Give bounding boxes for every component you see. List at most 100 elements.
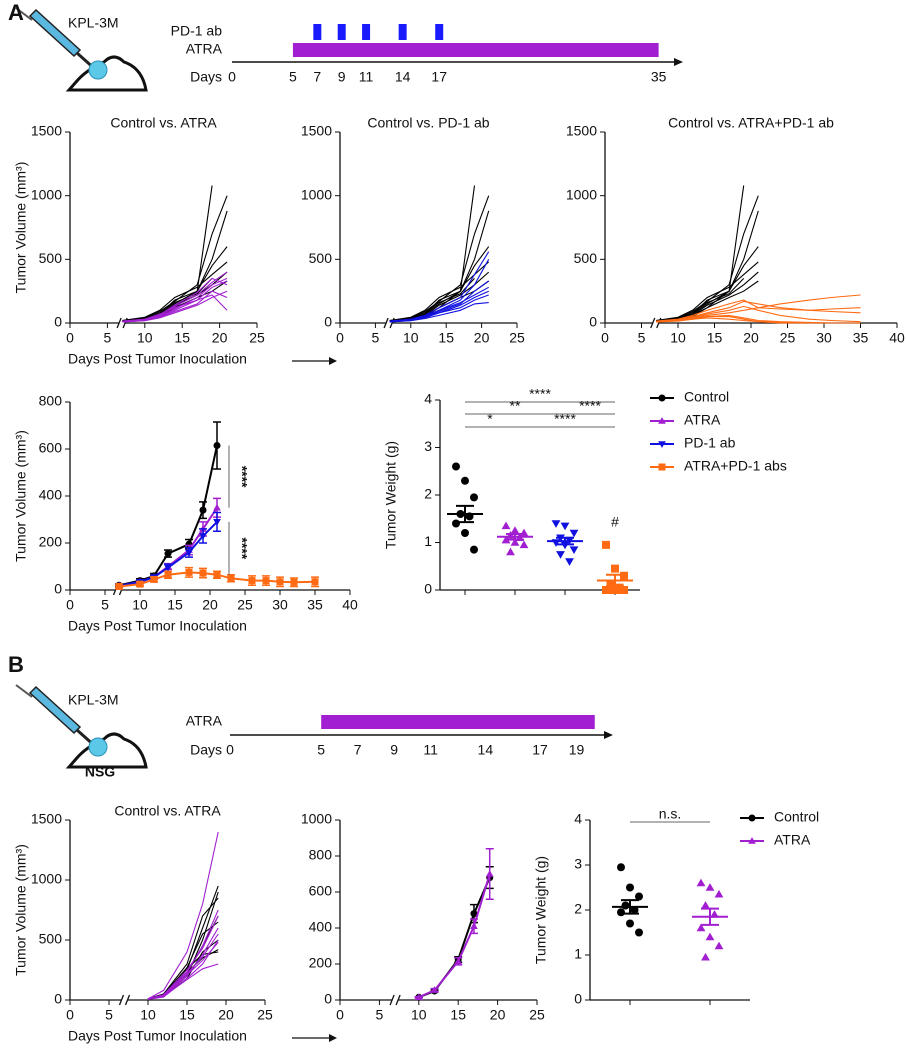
legend-label: ATRA [774, 832, 811, 848]
marker [701, 901, 710, 909]
axis-break [650, 317, 656, 329]
marker [611, 586, 619, 594]
marker [501, 521, 511, 530]
marker [430, 986, 439, 993]
y-tick-label: 500 [574, 250, 598, 266]
x-tick-label: 5 [317, 742, 325, 758]
marker [658, 394, 666, 402]
x-tick-label: 25 [509, 330, 525, 346]
marker [615, 586, 624, 594]
legend-label: Control [684, 389, 729, 405]
x-tick-label: 10 [411, 1007, 427, 1023]
arrow-head [604, 731, 613, 739]
row-label: PD-1 ab [171, 23, 223, 39]
marker [470, 910, 478, 918]
series-line [147, 963, 219, 1000]
y-tick-label: 600 [39, 440, 63, 456]
model-label: KPL-3M [68, 692, 119, 708]
sem-bar [621, 899, 639, 915]
x-tick-label: 10 [670, 330, 686, 346]
x-tick-label: 5 [105, 1007, 113, 1023]
marker [626, 883, 634, 892]
tumor [88, 60, 108, 80]
x-tick-label: 7 [354, 742, 362, 758]
series-line [122, 290, 228, 323]
y-tick-label: 4 [424, 391, 432, 407]
row-label: ATRA [186, 41, 223, 57]
series-line [656, 278, 745, 322]
x-axis-label: Days Post Tumor Inoculation [68, 1028, 247, 1044]
series-line [418, 873, 491, 999]
x-tick-label: 40 [342, 597, 358, 613]
series-line [656, 261, 759, 322]
series-line [122, 278, 213, 322]
y-tick-label: 800 [39, 393, 63, 409]
x-tick-label: 15 [167, 597, 183, 613]
marker [714, 941, 724, 950]
x-tick-label: 30 [816, 330, 832, 346]
marker [311, 578, 319, 586]
x-tick-label: 35 [307, 597, 323, 613]
x-tick-label: 10 [132, 597, 148, 613]
marker [560, 522, 570, 531]
marker [414, 993, 423, 1001]
x-tick-label: 40 [889, 330, 905, 346]
needle [15, 684, 33, 698]
y-tick-label: 400 [309, 919, 333, 935]
series-line [389, 251, 490, 322]
x-axis-label: Days [190, 69, 222, 85]
marker [696, 923, 706, 932]
y-tick-label: 1000 [31, 871, 62, 887]
x-tick-label: 0 [336, 330, 344, 346]
chart-title: Control vs. ATRA [110, 115, 217, 131]
marker [454, 957, 463, 965]
axis-break-gap [386, 319, 393, 327]
marker [485, 870, 494, 877]
series-line [389, 278, 475, 322]
marker [714, 889, 724, 898]
x-tick-label: 11 [423, 742, 438, 758]
x-tick-label: 25 [257, 1007, 273, 1023]
marker [701, 952, 710, 961]
needle [15, 7, 33, 21]
x-tick-label: 5 [376, 1007, 384, 1023]
y-tick-label: 1000 [301, 186, 332, 202]
axis-break [118, 994, 125, 1006]
dose [435, 24, 444, 40]
marker [199, 569, 207, 577]
dose [398, 24, 407, 40]
significance-label: **** [234, 537, 250, 559]
significance-label: **** [579, 398, 601, 414]
series-line [122, 195, 228, 322]
x-tick-label: 19 [569, 742, 585, 758]
y-tick-label: 1000 [566, 186, 597, 202]
x-tick-label: 0 [66, 330, 74, 346]
marker [519, 540, 529, 549]
legend-label: ATRA [684, 412, 721, 428]
y-tick-label: 600 [309, 883, 333, 899]
y-tick-label: 3 [574, 856, 582, 872]
marker [213, 441, 221, 449]
x-tick-label: 0 [66, 1007, 74, 1023]
host-label: NSG [85, 764, 115, 780]
marker [510, 526, 520, 534]
series-line [122, 185, 213, 322]
panel-label: B [8, 652, 24, 677]
y-tick-label: 1500 [31, 811, 62, 827]
x-tick-label: 5 [104, 330, 112, 346]
y-tick-label: 0 [54, 991, 62, 1007]
chart-title: Control vs. ATRA [114, 803, 221, 819]
marker [569, 529, 579, 538]
y-axis-label: Tumor Weight (g) [533, 856, 549, 964]
sem-bar [701, 907, 719, 926]
y-tick-label: 200 [309, 955, 333, 971]
marker [452, 519, 460, 528]
marker [150, 575, 158, 583]
y-tick-label: 0 [54, 314, 62, 330]
x-tick-label: 5 [638, 330, 646, 346]
x-tick-label: 0 [228, 69, 236, 85]
marker [696, 878, 706, 887]
significance-label: * [487, 411, 493, 427]
y-tick-label: 1000 [301, 811, 332, 827]
y-tick-label: 1000 [31, 186, 62, 202]
